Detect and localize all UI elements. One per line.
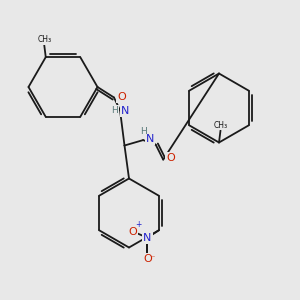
Text: +: +: [136, 220, 142, 229]
Text: N: N: [143, 233, 152, 243]
Text: CH₃: CH₃: [37, 35, 51, 44]
Text: O: O: [117, 92, 126, 103]
Text: O: O: [128, 227, 137, 237]
Text: O: O: [143, 254, 152, 264]
Text: ⁻: ⁻: [151, 253, 155, 262]
Text: N: N: [121, 106, 130, 116]
Text: N: N: [146, 134, 154, 145]
Text: CH₃: CH₃: [213, 121, 228, 130]
Text: H: H: [111, 106, 118, 115]
Text: H: H: [140, 127, 146, 136]
Text: O: O: [166, 153, 175, 163]
